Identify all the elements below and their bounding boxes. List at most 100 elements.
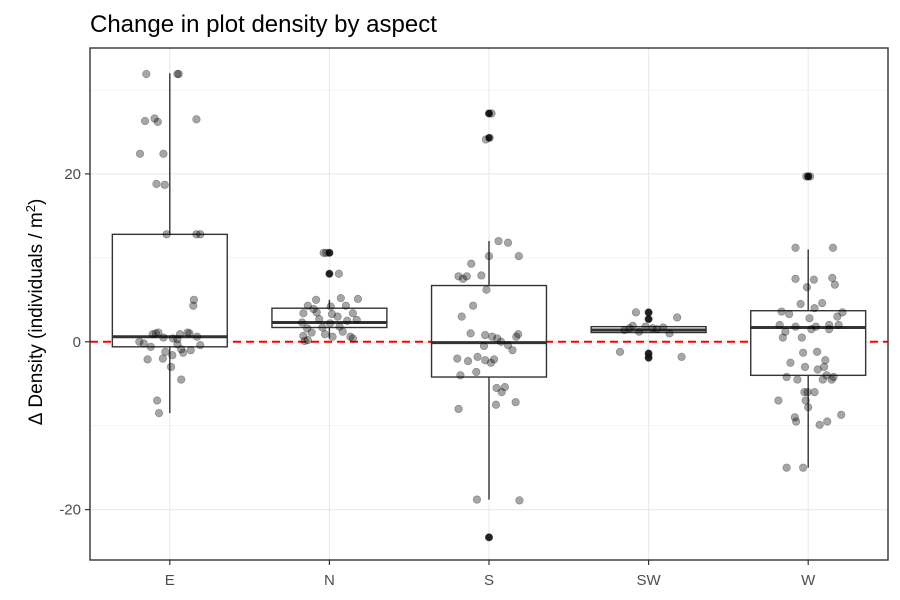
data-point [173, 335, 182, 344]
data-point [503, 341, 513, 350]
data-point [800, 362, 810, 372]
data-point [158, 354, 167, 363]
boxplot [590, 308, 707, 362]
data-point [823, 417, 832, 426]
data-point [822, 371, 831, 380]
data-point [343, 316, 352, 325]
chart-title: Change in plot density by aspect [90, 11, 437, 38]
x-tick-label: SW [637, 572, 662, 589]
data-point [135, 149, 145, 158]
data-point [634, 327, 644, 336]
outlier-point [485, 109, 493, 118]
data-point [189, 301, 198, 310]
data-point [812, 347, 822, 356]
data-point [800, 388, 809, 397]
data-point [196, 341, 205, 350]
data-point [489, 355, 499, 364]
data-point [139, 339, 148, 348]
data-point [348, 309, 357, 318]
data-point [799, 348, 808, 357]
data-point [154, 328, 163, 337]
data-point [454, 404, 463, 414]
data-point [790, 413, 799, 422]
data-point [494, 236, 503, 246]
data-point [479, 341, 489, 351]
data-point [303, 301, 312, 310]
data-point [456, 371, 465, 380]
data-point [782, 372, 791, 382]
data-point [514, 330, 523, 339]
data-point [160, 180, 169, 189]
box-iqr [750, 310, 867, 377]
data-point [196, 230, 205, 239]
data-point [175, 330, 185, 339]
data-point [299, 309, 308, 318]
data-point [469, 301, 478, 310]
data-point [644, 308, 653, 317]
outlier-point [325, 249, 333, 257]
data-point [625, 324, 634, 333]
data-point [514, 252, 523, 261]
data-point [341, 301, 350, 310]
data-point [177, 375, 186, 384]
data-point [309, 304, 318, 314]
data-point [837, 410, 846, 419]
data-point [797, 333, 806, 342]
data-point [348, 334, 357, 343]
data-point [322, 248, 331, 257]
data-point [785, 309, 794, 319]
data-point [152, 179, 161, 189]
data-point [192, 230, 201, 239]
data-point [335, 322, 344, 331]
data-point [803, 388, 812, 397]
data-point [830, 280, 839, 289]
data-point [644, 349, 653, 358]
data-point [811, 322, 820, 331]
y-tick-label: 20 [64, 166, 81, 183]
data-point [810, 304, 819, 313]
y-tick-label: -20 [59, 502, 81, 519]
data-point [463, 356, 473, 366]
data-point [484, 533, 494, 542]
data-point [821, 356, 830, 365]
data-point [472, 367, 481, 377]
data-point [300, 336, 309, 346]
data-point [353, 294, 363, 304]
data-point [806, 172, 815, 181]
data-point [833, 312, 842, 321]
data-point [652, 325, 661, 334]
data-point [307, 328, 316, 337]
data-point [320, 330, 330, 339]
data-point [153, 117, 162, 126]
data-point [799, 463, 808, 472]
data-point [177, 345, 186, 354]
data-point [497, 388, 506, 397]
data-point [484, 252, 494, 261]
data-point [328, 332, 337, 341]
data-point [786, 358, 795, 367]
data-point [801, 396, 810, 405]
data-point [472, 495, 482, 504]
data-point [325, 269, 334, 278]
data-point [481, 330, 490, 340]
data-point [140, 116, 150, 126]
data-point [796, 299, 805, 309]
data-point [168, 351, 177, 360]
data-point [500, 382, 509, 392]
data-point [327, 309, 337, 319]
data-point [312, 308, 321, 317]
data-point [804, 172, 813, 181]
data-point [493, 334, 502, 343]
data-point [146, 342, 155, 351]
data-point [482, 285, 491, 294]
data-point [644, 353, 653, 362]
data-point [774, 396, 783, 405]
data-point [473, 352, 482, 361]
data-point [336, 294, 345, 303]
data-point [828, 273, 837, 283]
data-point [481, 135, 490, 144]
data-point [503, 238, 513, 247]
data-point [186, 346, 195, 355]
data-point [641, 322, 650, 331]
